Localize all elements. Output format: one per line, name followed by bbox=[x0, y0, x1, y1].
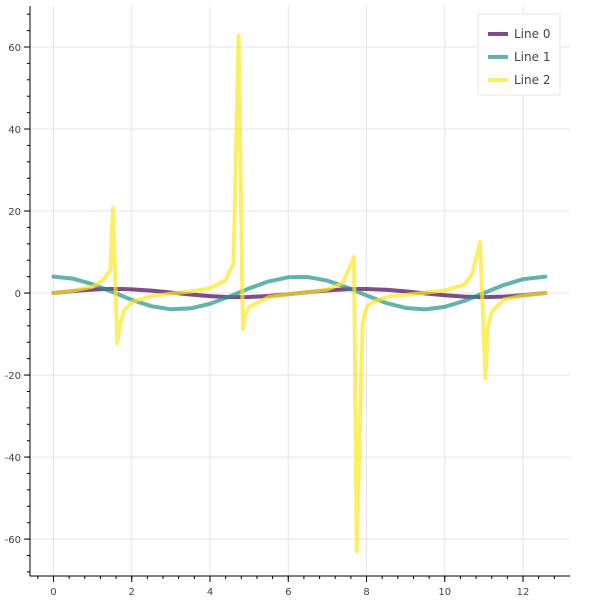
legend: Line 0 Line 1 Line 2 bbox=[477, 13, 561, 96]
legend-label-0: Line 0 bbox=[514, 27, 550, 41]
x-tick-label: 6 bbox=[285, 587, 291, 598]
y-tick-label: -60 bbox=[5, 535, 21, 546]
x-tick-label: 8 bbox=[363, 587, 369, 598]
legend-label-1: Line 1 bbox=[514, 50, 550, 64]
x-tick-label: 2 bbox=[129, 587, 135, 598]
x-tick-label: 4 bbox=[207, 587, 213, 598]
y-tick-label: -40 bbox=[5, 453, 21, 464]
y-tick-label: 0 bbox=[15, 289, 21, 300]
x-tick-label: 10 bbox=[438, 587, 451, 598]
x-tick-label: 0 bbox=[50, 587, 56, 598]
series-group bbox=[51, 33, 548, 554]
legend-label-2: Line 2 bbox=[514, 73, 550, 87]
y-tick-label: 20 bbox=[8, 207, 21, 218]
y-tick-label: 40 bbox=[8, 125, 21, 136]
axes: 0 2 4 6 8 10 12 -60 -40 -20 0 20 40 60 bbox=[5, 6, 570, 598]
y-tick-label: -20 bbox=[5, 371, 21, 382]
series-line-2 bbox=[51, 33, 548, 554]
x-tick-label: 12 bbox=[517, 587, 530, 598]
y-tick-label: 60 bbox=[8, 43, 21, 54]
